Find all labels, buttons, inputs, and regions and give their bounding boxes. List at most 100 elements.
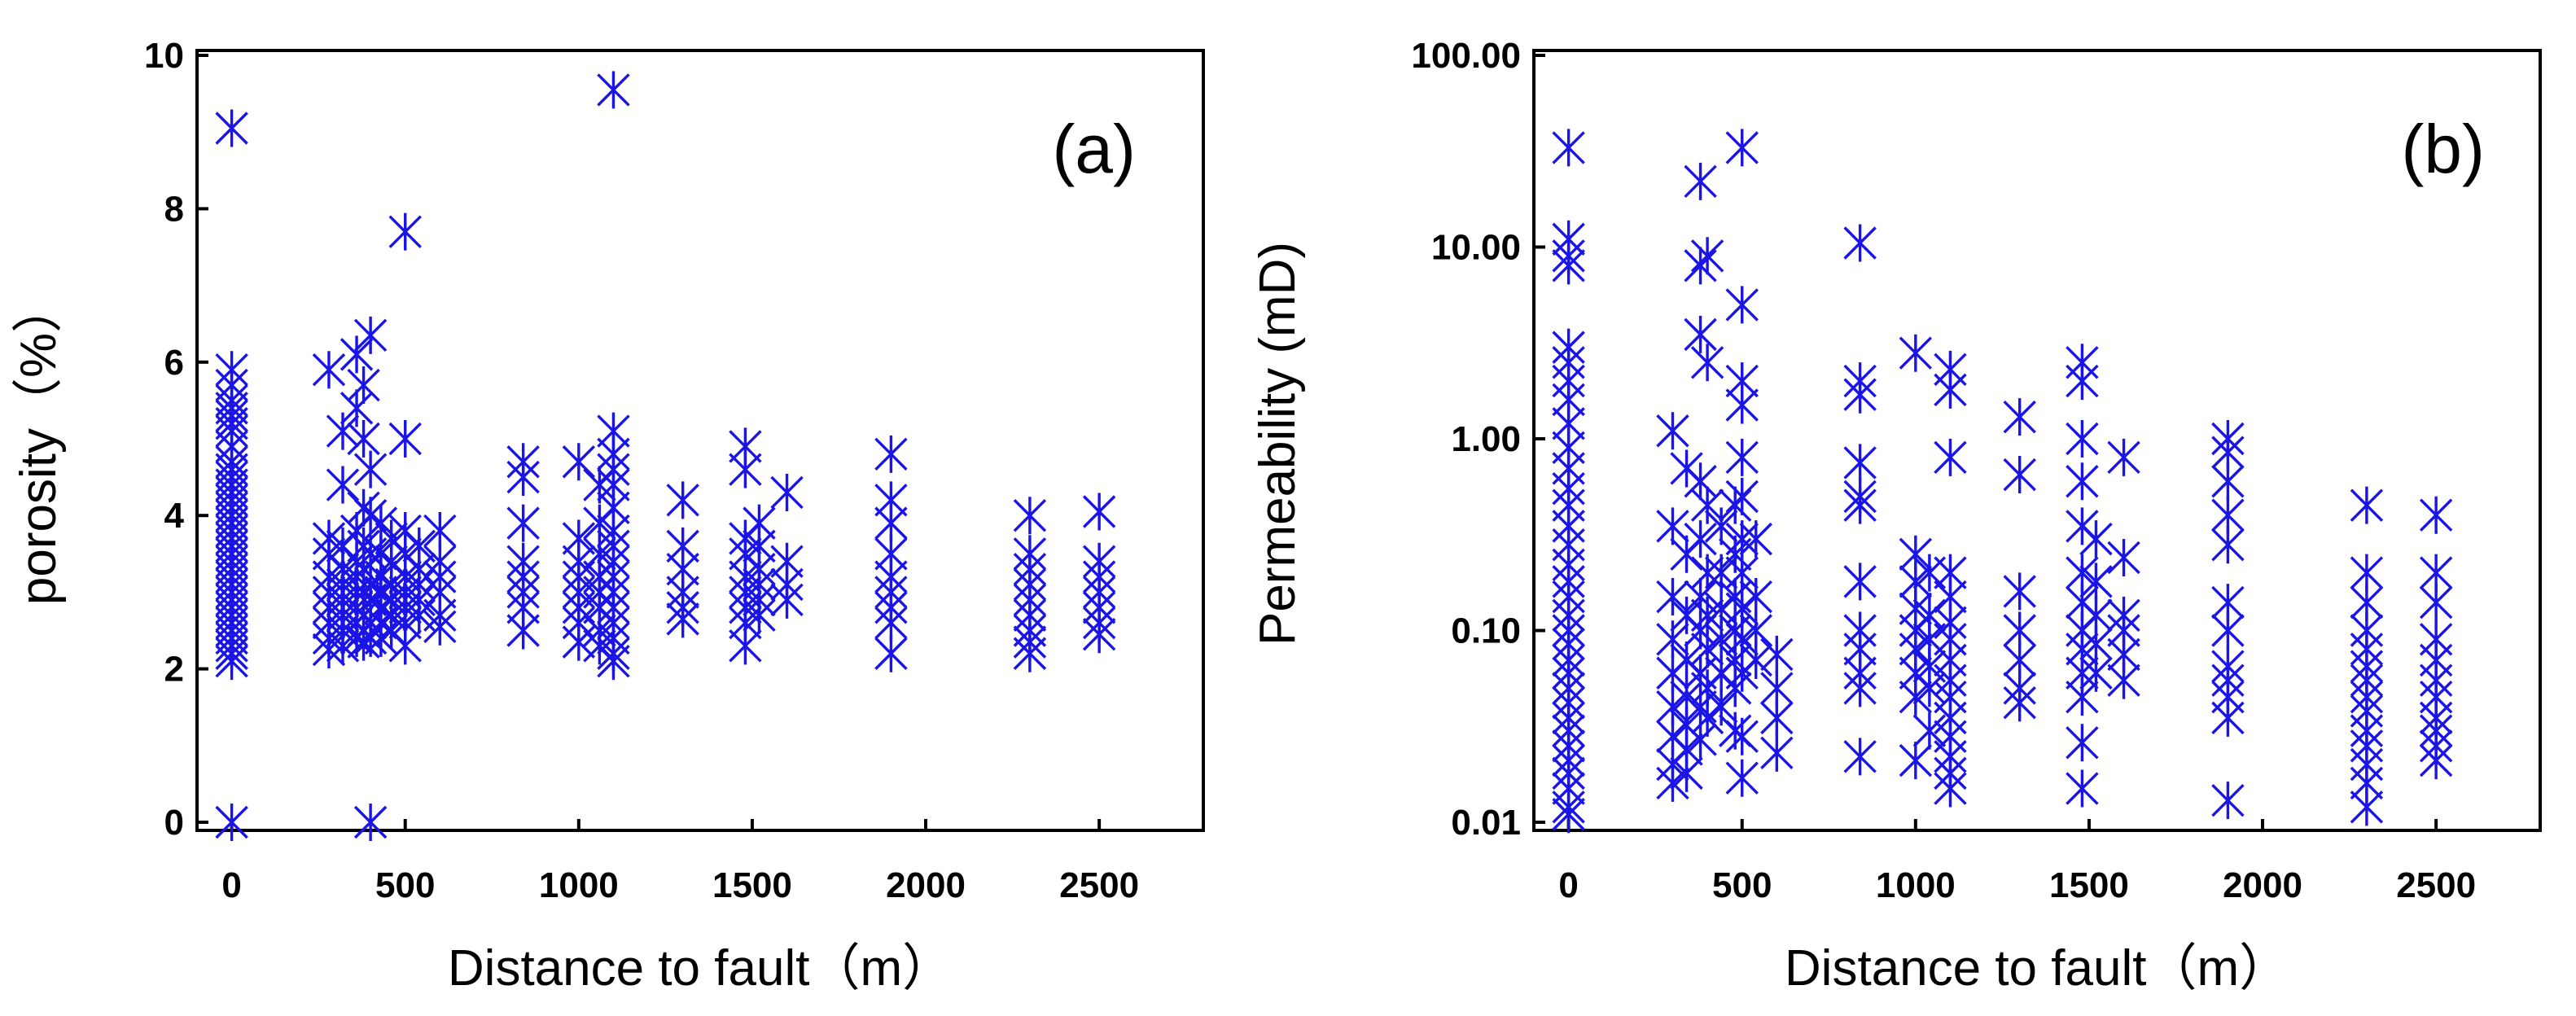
x-tick-label: 1000	[539, 865, 619, 905]
data-point	[312, 351, 346, 389]
data-point	[1725, 386, 1759, 424]
y-tick-label: 0.10	[1451, 611, 1521, 651]
data-point	[1725, 620, 1759, 659]
data-point	[1704, 688, 1738, 726]
data-point	[1899, 742, 1933, 780]
panel-a-y-axis-title: porosity（%）	[11, 282, 67, 605]
data-point	[340, 389, 374, 427]
data-point	[1656, 620, 1689, 659]
data-point	[1725, 717, 1759, 755]
panel-a-x-ticks: 0 500 1000 1500 2000 2500	[221, 819, 1139, 905]
data-point	[1843, 738, 1877, 776]
data-point	[1739, 520, 1772, 558]
data-point	[2107, 661, 2140, 699]
y-tick-label: 4	[164, 496, 185, 536]
data-point	[1082, 493, 1116, 531]
panel-a-label: (a)	[1052, 111, 1136, 187]
data-point	[1656, 764, 1689, 802]
data-point	[1690, 486, 1724, 524]
data-point	[347, 420, 380, 458]
data-point	[353, 450, 388, 488]
data-point	[1739, 578, 1772, 616]
panel-a-plot-frame	[195, 49, 1205, 832]
x-tick-label: 500	[1712, 865, 1772, 905]
data-point	[2003, 456, 2036, 494]
data-point	[1725, 286, 1759, 324]
data-point	[1843, 486, 1877, 524]
x-tick-label: 0	[221, 865, 241, 905]
y-tick-label: 10.00	[1431, 228, 1521, 268]
data-point	[1725, 759, 1759, 797]
data-point	[2003, 572, 2036, 611]
data-point	[347, 366, 380, 405]
data-point	[2066, 462, 2099, 501]
data-point	[1912, 712, 1947, 750]
y-tick-label: 2	[164, 650, 184, 690]
data-point	[1739, 641, 1772, 679]
data-point	[1552, 247, 1585, 285]
data-point	[1013, 634, 1047, 672]
data-point	[729, 450, 762, 488]
data-point	[1843, 563, 1877, 601]
data-point	[388, 627, 422, 665]
x-tick-label: 1000	[1876, 865, 1956, 905]
data-point	[2211, 611, 2245, 650]
data-point	[2211, 526, 2245, 564]
data-point	[1552, 795, 1585, 834]
data-point	[506, 458, 540, 497]
data-point	[666, 481, 699, 519]
data-point	[562, 443, 596, 481]
data-point	[2419, 584, 2453, 622]
data-point	[2066, 769, 2099, 808]
data-point	[2350, 788, 2384, 826]
x-tick-label: 2500	[1059, 865, 1139, 905]
y-tick-label: 1.00	[1451, 419, 1521, 459]
panel-a-y-ticks: 0 2 4 6 8 10	[144, 36, 208, 843]
data-point	[1725, 477, 1759, 515]
data-point	[2003, 398, 2036, 436]
data-point	[1684, 247, 1717, 285]
data-point	[340, 335, 374, 374]
data-point	[2066, 362, 2099, 401]
data-point	[1899, 334, 1933, 372]
data-point	[1725, 554, 1759, 592]
data-point	[388, 420, 422, 458]
x-tick-label: 1500	[712, 865, 792, 905]
data-point	[2419, 742, 2453, 780]
data-point	[2350, 486, 2384, 524]
y-tick-label: 10	[144, 36, 184, 76]
x-tick-label: 2000	[2223, 865, 2302, 905]
data-point	[1082, 615, 1116, 654]
data-point	[770, 473, 804, 511]
panel-b-x-ticks: 0 500 1000 1500 2000 2500	[1558, 819, 2476, 905]
data-point	[1684, 520, 1717, 558]
data-point	[388, 212, 422, 251]
data-point	[1934, 438, 1967, 476]
x-tick-label: 2500	[2396, 865, 2476, 905]
data-point	[423, 607, 457, 646]
data-point	[2211, 462, 2245, 501]
data-point	[326, 466, 360, 504]
data-point	[2211, 698, 2245, 737]
data-point	[597, 642, 630, 681]
data-point	[2079, 520, 2113, 558]
panel-b-label: (b)	[2401, 111, 2485, 187]
data-point	[2079, 654, 2113, 692]
data-point	[1670, 754, 1703, 792]
data-point	[874, 634, 908, 672]
data-point	[1684, 462, 1717, 501]
data-point	[1899, 678, 1933, 716]
data-point	[1760, 698, 1794, 737]
data-point	[506, 611, 540, 650]
panel-a-x-axis-title: Distance to fault（m）	[448, 940, 953, 996]
data-point	[1934, 769, 1967, 808]
panel-a-data-points	[215, 71, 1116, 841]
panel-b-data-points	[1552, 129, 2453, 834]
data-point	[1760, 635, 1794, 673]
x-tick-label: 0	[1558, 865, 1578, 905]
data-point	[1843, 224, 1877, 262]
x-tick-label: 500	[375, 865, 435, 905]
data-point	[1760, 734, 1794, 772]
data-point	[1656, 578, 1689, 616]
data-point	[2107, 438, 2140, 476]
